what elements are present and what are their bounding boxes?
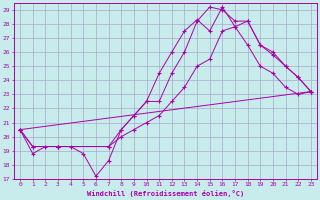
X-axis label: Windchill (Refroidissement éolien,°C): Windchill (Refroidissement éolien,°C) [87, 190, 244, 197]
